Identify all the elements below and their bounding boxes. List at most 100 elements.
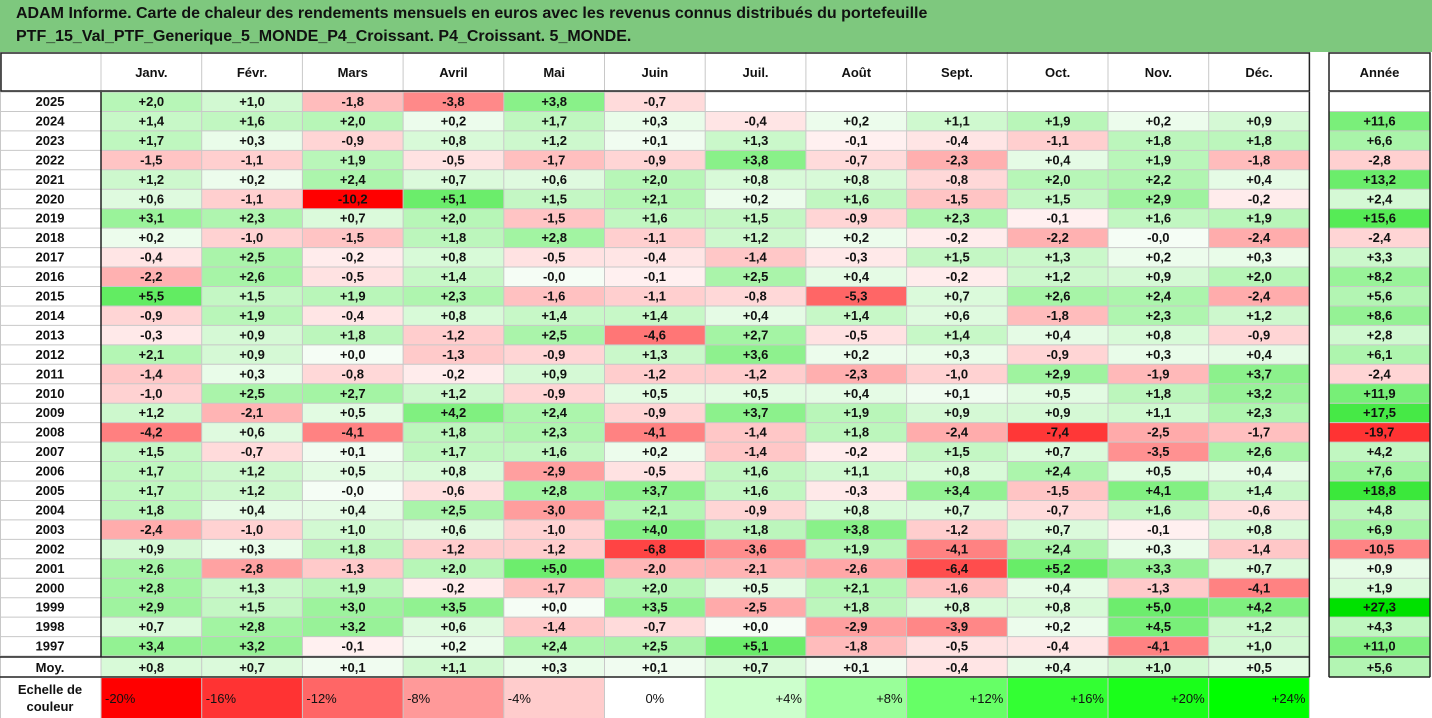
heat-cell — [805, 169, 907, 190]
column-header-3: Avril — [439, 65, 467, 80]
column-header-6: Juil. — [743, 65, 769, 80]
heat-cell — [201, 422, 303, 443]
row-year-2013: 2013 — [36, 327, 65, 342]
heat-cell — [1007, 228, 1108, 248]
annual-cell — [1329, 539, 1430, 559]
heat-cell — [1007, 481, 1108, 501]
heat-value: +0,9 — [1045, 405, 1071, 420]
heat-cell — [1007, 325, 1108, 345]
heat-value: +1,0 — [239, 94, 265, 109]
column-header-cell — [1208, 52, 1310, 91]
heat-cell — [201, 617, 303, 637]
heat-cell — [503, 150, 605, 170]
heat-cell — [101, 189, 202, 209]
heat-value: +0,5 — [743, 386, 769, 401]
heat-cell — [1108, 403, 1209, 423]
cells-layer — [0, 52, 1430, 718]
heat-cell — [302, 539, 404, 559]
annual-value: +15,6 — [1363, 211, 1396, 226]
heat-cell — [805, 344, 907, 365]
heat-cell — [201, 597, 303, 618]
heat-value: -0,1 — [845, 133, 867, 148]
heat-cell — [302, 519, 404, 540]
heat-value: -1,5 — [1046, 483, 1068, 498]
heat-cell — [1108, 130, 1209, 151]
heat-value: -1,2 — [543, 541, 565, 556]
average-cell — [805, 657, 907, 678]
heat-cell — [705, 189, 806, 209]
annual-value: -10,5 — [1365, 541, 1395, 556]
heat-value: -0,9 — [1248, 327, 1270, 342]
heatmap-chart: Janv. Févr. Mars Avril Mai Juin Juil. Août Sept.… — [0, 52, 1432, 718]
heat-value: -0,6 — [442, 483, 464, 498]
column-header-2: Mars — [338, 65, 368, 80]
annual-header-frame — [1328, 52, 1431, 92]
heat-value: -1,3 — [342, 561, 364, 576]
heat-value: +1,5 — [743, 211, 769, 226]
heat-cell — [805, 325, 907, 345]
heat-value: +2,1 — [139, 347, 165, 362]
scale-swatch — [604, 678, 706, 718]
heat-cell — [101, 169, 202, 190]
heat-cell — [1007, 403, 1108, 423]
heat-cell — [906, 481, 1008, 501]
heat-cell — [1108, 617, 1209, 637]
heat-value: -0,9 — [744, 502, 766, 517]
heat-value: -0,4 — [946, 133, 969, 148]
annual-cell — [1329, 344, 1430, 365]
average-value: +0,3 — [541, 660, 567, 675]
heat-value: -2,1 — [744, 561, 766, 576]
heat-value: +0,4 — [239, 502, 265, 517]
row-year-1998: 1998 — [36, 619, 65, 634]
heat-cell — [1108, 364, 1209, 384]
row-year-1997: 1997 — [36, 639, 65, 654]
heat-cell — [805, 92, 907, 112]
heat-value: -0,9 — [644, 405, 666, 420]
heat-value: +0,8 — [1246, 522, 1272, 537]
heat-cell — [201, 636, 303, 657]
heat-value: -1,7 — [1248, 425, 1270, 440]
heat-value: +2,9 — [1146, 191, 1172, 206]
row-year-2005: 2005 — [36, 483, 65, 498]
heat-value: +0,4 — [743, 308, 769, 323]
heat-cell — [101, 617, 202, 637]
heat-value: +0,8 — [441, 133, 467, 148]
heat-value: +2,5 — [642, 639, 668, 654]
heat-value: +3,2 — [1246, 386, 1272, 401]
heat-value: +5,1 — [743, 639, 769, 654]
heat-value: +1,8 — [340, 327, 366, 342]
heat-value: +1,7 — [139, 483, 165, 498]
scale-stop-label: +16% — [1070, 691, 1104, 706]
annual-cell — [1329, 286, 1430, 306]
column-header-8: Sept. — [941, 65, 973, 80]
heat-cell — [201, 305, 303, 326]
heat-value: -1,0 — [241, 522, 263, 537]
heat-value: +1,7 — [139, 133, 165, 148]
heat-cell — [101, 442, 202, 462]
heat-value: +0,7 — [340, 211, 366, 226]
heat-cell — [503, 228, 605, 248]
annual-value: -19,7 — [1365, 425, 1395, 440]
average-value: +0,7 — [743, 660, 769, 675]
heat-value: +1,3 — [1045, 250, 1071, 265]
heat-value: +2,5 — [239, 250, 265, 265]
heat-cell — [101, 208, 202, 229]
heat-value: +0,8 — [843, 502, 869, 517]
heat-value: -2,1 — [241, 405, 263, 420]
heat-value: +1,4 — [1246, 483, 1272, 498]
heat-cell — [1208, 247, 1310, 268]
annual-value: +6,6 — [1367, 133, 1393, 148]
annual-cell — [1329, 169, 1430, 190]
heat-cell — [1208, 267, 1310, 287]
heat-cell — [503, 364, 605, 384]
average-value: +1,0 — [1146, 660, 1172, 675]
heat-value: -0,5 — [946, 639, 968, 654]
heat-cell — [201, 364, 303, 384]
heat-value: -2,9 — [543, 464, 565, 479]
heat-value: -1,5 — [543, 211, 565, 226]
heat-cell — [503, 403, 605, 423]
scale-swatch — [1007, 678, 1108, 718]
heat-value: +3,8 — [541, 94, 567, 109]
heat-value: -1,8 — [845, 639, 867, 654]
average-annual-cell — [1329, 657, 1430, 678]
